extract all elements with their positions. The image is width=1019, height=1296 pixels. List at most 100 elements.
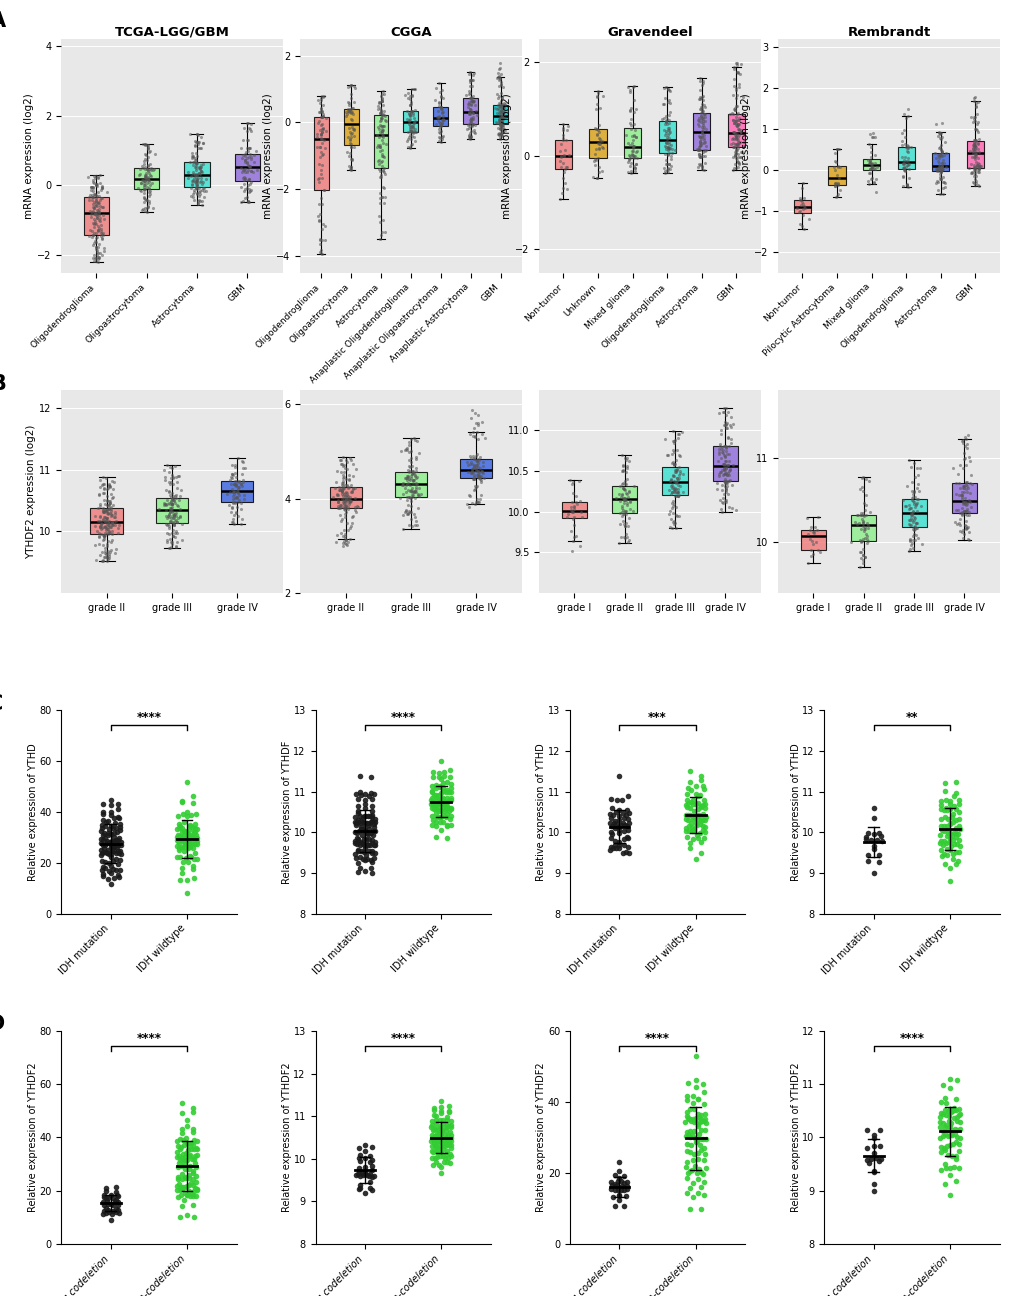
Point [184, 170, 201, 191]
Point [374, 91, 390, 111]
Point [726, 122, 742, 143]
Point [102, 492, 118, 513]
Point [660, 118, 677, 139]
Point [357, 1134, 373, 1155]
Point [353, 784, 369, 805]
Point [178, 1175, 195, 1196]
Point [363, 1160, 379, 1181]
Point [588, 139, 604, 159]
Point [110, 864, 126, 885]
Point [493, 113, 510, 133]
Point [951, 836, 967, 857]
Point [857, 495, 873, 516]
Point [351, 1179, 367, 1200]
Point [694, 819, 710, 840]
Point [226, 473, 243, 494]
Point [458, 84, 474, 105]
Point [238, 113, 255, 133]
Point [316, 215, 332, 236]
Point [91, 248, 107, 268]
Point [495, 76, 512, 97]
Point [139, 172, 155, 193]
Point [466, 450, 482, 470]
Point [564, 540, 580, 561]
Point [99, 537, 115, 557]
Point [462, 62, 478, 83]
Point [622, 100, 638, 121]
Point [610, 1185, 627, 1205]
Point [614, 478, 631, 499]
Point [933, 159, 950, 180]
Point [99, 515, 115, 535]
Point [656, 161, 673, 181]
Point [658, 154, 675, 175]
Point [91, 218, 107, 238]
Point [375, 178, 391, 198]
Point [183, 143, 200, 163]
Point [931, 144, 948, 165]
Point [908, 494, 924, 515]
Point [618, 524, 634, 544]
Point [465, 86, 481, 106]
Point [396, 84, 413, 105]
Point [697, 1112, 713, 1133]
Point [137, 189, 153, 210]
Point [725, 136, 741, 157]
Point [657, 111, 674, 132]
Point [470, 448, 486, 469]
Point [88, 174, 104, 194]
Point [108, 861, 124, 881]
Point [409, 515, 425, 535]
Point [829, 157, 846, 178]
Point [900, 494, 916, 515]
Point [496, 106, 513, 127]
Point [656, 114, 673, 135]
Point [951, 515, 967, 535]
Point [906, 498, 922, 518]
Point [716, 468, 733, 489]
Point [623, 98, 639, 119]
Point [337, 530, 354, 551]
Point [95, 467, 111, 487]
Point [136, 180, 152, 201]
Point [168, 1147, 184, 1168]
Point [807, 531, 823, 552]
Point [184, 1122, 201, 1143]
Point [438, 1152, 454, 1173]
Point [167, 492, 183, 513]
Point [346, 811, 363, 832]
Point [616, 482, 633, 503]
Point [314, 105, 330, 126]
Point [669, 476, 686, 496]
Point [377, 110, 393, 131]
Point [147, 144, 163, 165]
Point [827, 174, 844, 194]
Point [460, 80, 476, 101]
Point [692, 1177, 708, 1198]
Point [138, 174, 154, 194]
Point [659, 79, 676, 100]
Point [437, 1144, 453, 1165]
Point [947, 853, 963, 874]
Point [100, 515, 116, 535]
Point [343, 110, 360, 131]
Point [429, 1131, 445, 1152]
Point [93, 188, 109, 209]
Point [351, 820, 367, 841]
Point [435, 1152, 451, 1173]
Point [315, 119, 331, 140]
Point [966, 110, 982, 131]
Point [340, 469, 357, 490]
Point [173, 1169, 190, 1190]
Point [364, 1166, 380, 1187]
Point [665, 511, 682, 531]
Point [863, 153, 879, 174]
Point [468, 456, 484, 477]
Point [411, 477, 427, 498]
Point [693, 133, 709, 154]
Point [729, 150, 745, 171]
Point [468, 454, 484, 474]
Point [931, 824, 948, 845]
Point [894, 154, 910, 175]
Point [427, 1109, 443, 1130]
